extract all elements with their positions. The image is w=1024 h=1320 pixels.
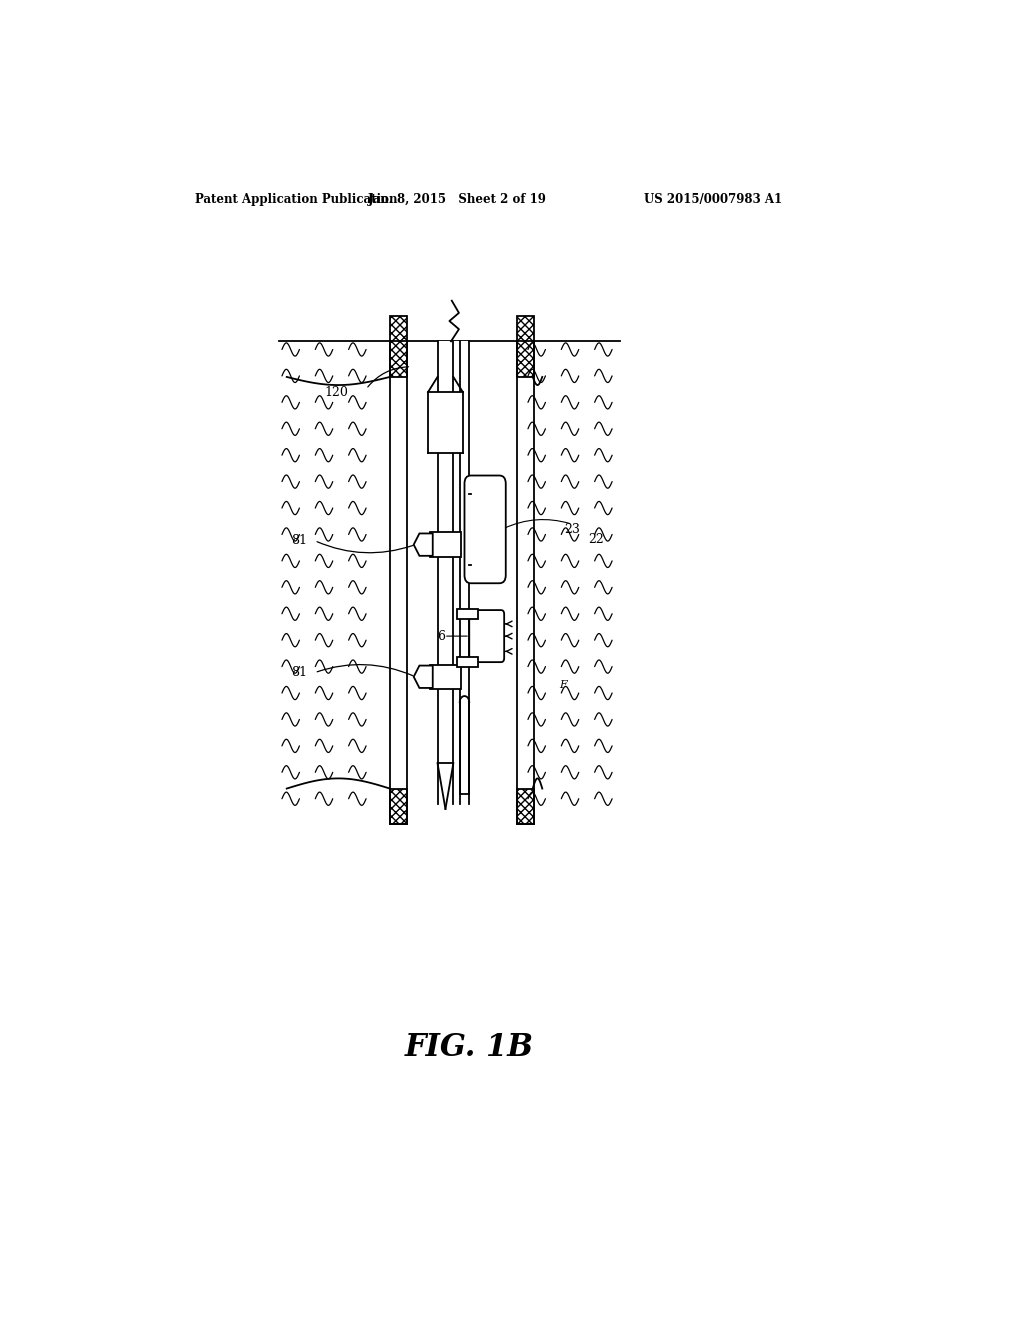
Bar <box>458 657 478 667</box>
Text: 120: 120 <box>325 385 349 399</box>
Text: 6: 6 <box>437 630 445 643</box>
Text: F: F <box>559 680 566 690</box>
Bar <box>428 392 463 453</box>
Bar <box>458 610 478 619</box>
Bar <box>390 315 408 378</box>
FancyBboxPatch shape <box>465 475 506 583</box>
Text: US 2015/0007983 A1: US 2015/0007983 A1 <box>644 193 782 206</box>
Polygon shape <box>414 665 433 688</box>
Bar <box>517 315 535 378</box>
Text: Jan. 8, 2015   Sheet 2 of 19: Jan. 8, 2015 Sheet 2 of 19 <box>368 193 547 206</box>
Text: 23: 23 <box>564 523 581 536</box>
Bar <box>430 664 461 689</box>
Text: FIG. 1B: FIG. 1B <box>404 1032 534 1063</box>
Bar <box>517 788 535 824</box>
Text: 81: 81 <box>291 667 307 680</box>
FancyBboxPatch shape <box>469 610 504 663</box>
Polygon shape <box>414 533 433 556</box>
Bar <box>390 788 408 824</box>
Bar <box>437 342 469 804</box>
Text: 22: 22 <box>588 533 604 546</box>
Text: Patent Application Publication: Patent Application Publication <box>196 193 398 206</box>
Bar <box>430 532 461 557</box>
Text: 81: 81 <box>291 535 307 546</box>
